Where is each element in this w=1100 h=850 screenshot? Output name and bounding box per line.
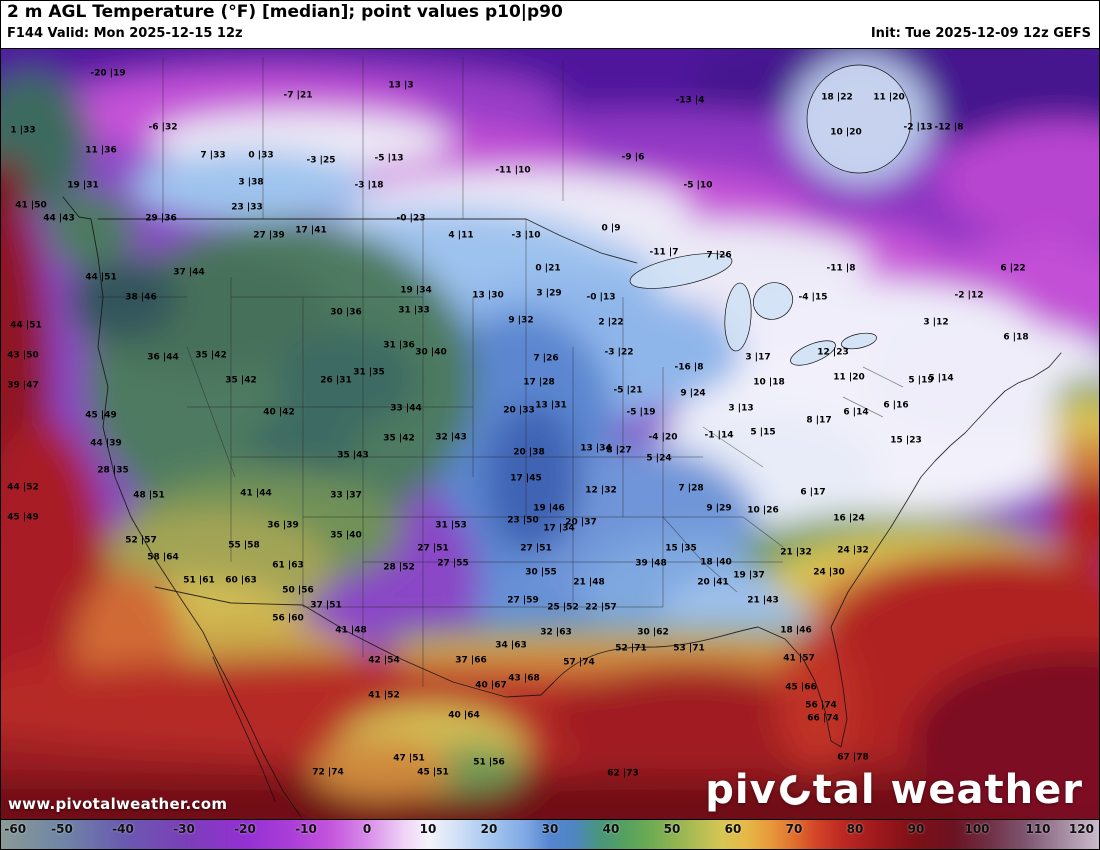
colorbar-tick-label: 20 xyxy=(480,822,498,836)
forecast-valid-time: F144 Valid: Mon 2025-12-15 12z xyxy=(7,26,243,41)
colorbar-tick-label: 10 xyxy=(419,822,437,836)
colorbar: -60 -50 -40 -30 -20 -10 0 10 20 30 40 50 60 70 80 90 100… xyxy=(1,819,1099,849)
colorbar-tick-label: 0 xyxy=(362,822,372,836)
colorbar-tick-label: 90 xyxy=(907,822,925,836)
temperature-map-svg xyxy=(1,48,1099,819)
state-borders xyxy=(98,57,904,687)
colorbar-tick-label: 100 xyxy=(964,822,990,836)
great-lakes xyxy=(629,64,912,366)
colorbar-tick-label: 60 xyxy=(724,822,742,836)
colorbar-tick-label: 110 xyxy=(1025,822,1051,836)
colorbar-tick-label: -10 xyxy=(295,822,317,836)
colorbar-tick-label: 70 xyxy=(785,822,803,836)
map-title: 2 m AGL Temperature (°F) [median]; point… xyxy=(7,2,563,22)
colorbar-tick-label: 50 xyxy=(663,822,681,836)
watermark-url: www.pivotalweather.com xyxy=(8,795,228,813)
map-header: 2 m AGL Temperature (°F) [median]; point… xyxy=(1,1,1099,49)
logo-text-pre: piv xyxy=(705,767,777,813)
colorbar-ticks: -60 -50 -40 -30 -20 -10 0 10 20 30 40 50 60 70 80 90 100… xyxy=(1,820,1099,849)
temperature-field xyxy=(1,48,1099,819)
map-canvas xyxy=(1,48,1099,819)
colorbar-tick-label: -30 xyxy=(173,822,195,836)
colorbar-tick-label: 40 xyxy=(602,822,620,836)
model-init-time: Init: Tue 2025-12-09 12z GEFS xyxy=(870,26,1091,41)
colorbar-tick-label: -50 xyxy=(51,822,73,836)
colorbar-tick-label: -20 xyxy=(234,822,256,836)
swirl-logo-icon xyxy=(773,768,816,812)
colorbar-tick-label: -60 xyxy=(4,822,27,836)
colorbar-tick-label: 120 xyxy=(1068,822,1094,836)
logo-text-post: tal weather xyxy=(812,767,1083,813)
colorbar-tick-label: 80 xyxy=(846,822,864,836)
hudson-bay xyxy=(806,64,912,174)
pivotal-weather-logo: piv tal weather xyxy=(705,767,1083,813)
colorbar-tick-label: -40 xyxy=(112,822,134,836)
coastline-borders xyxy=(62,196,1062,818)
colorbar-tick-label: 30 xyxy=(541,822,559,836)
